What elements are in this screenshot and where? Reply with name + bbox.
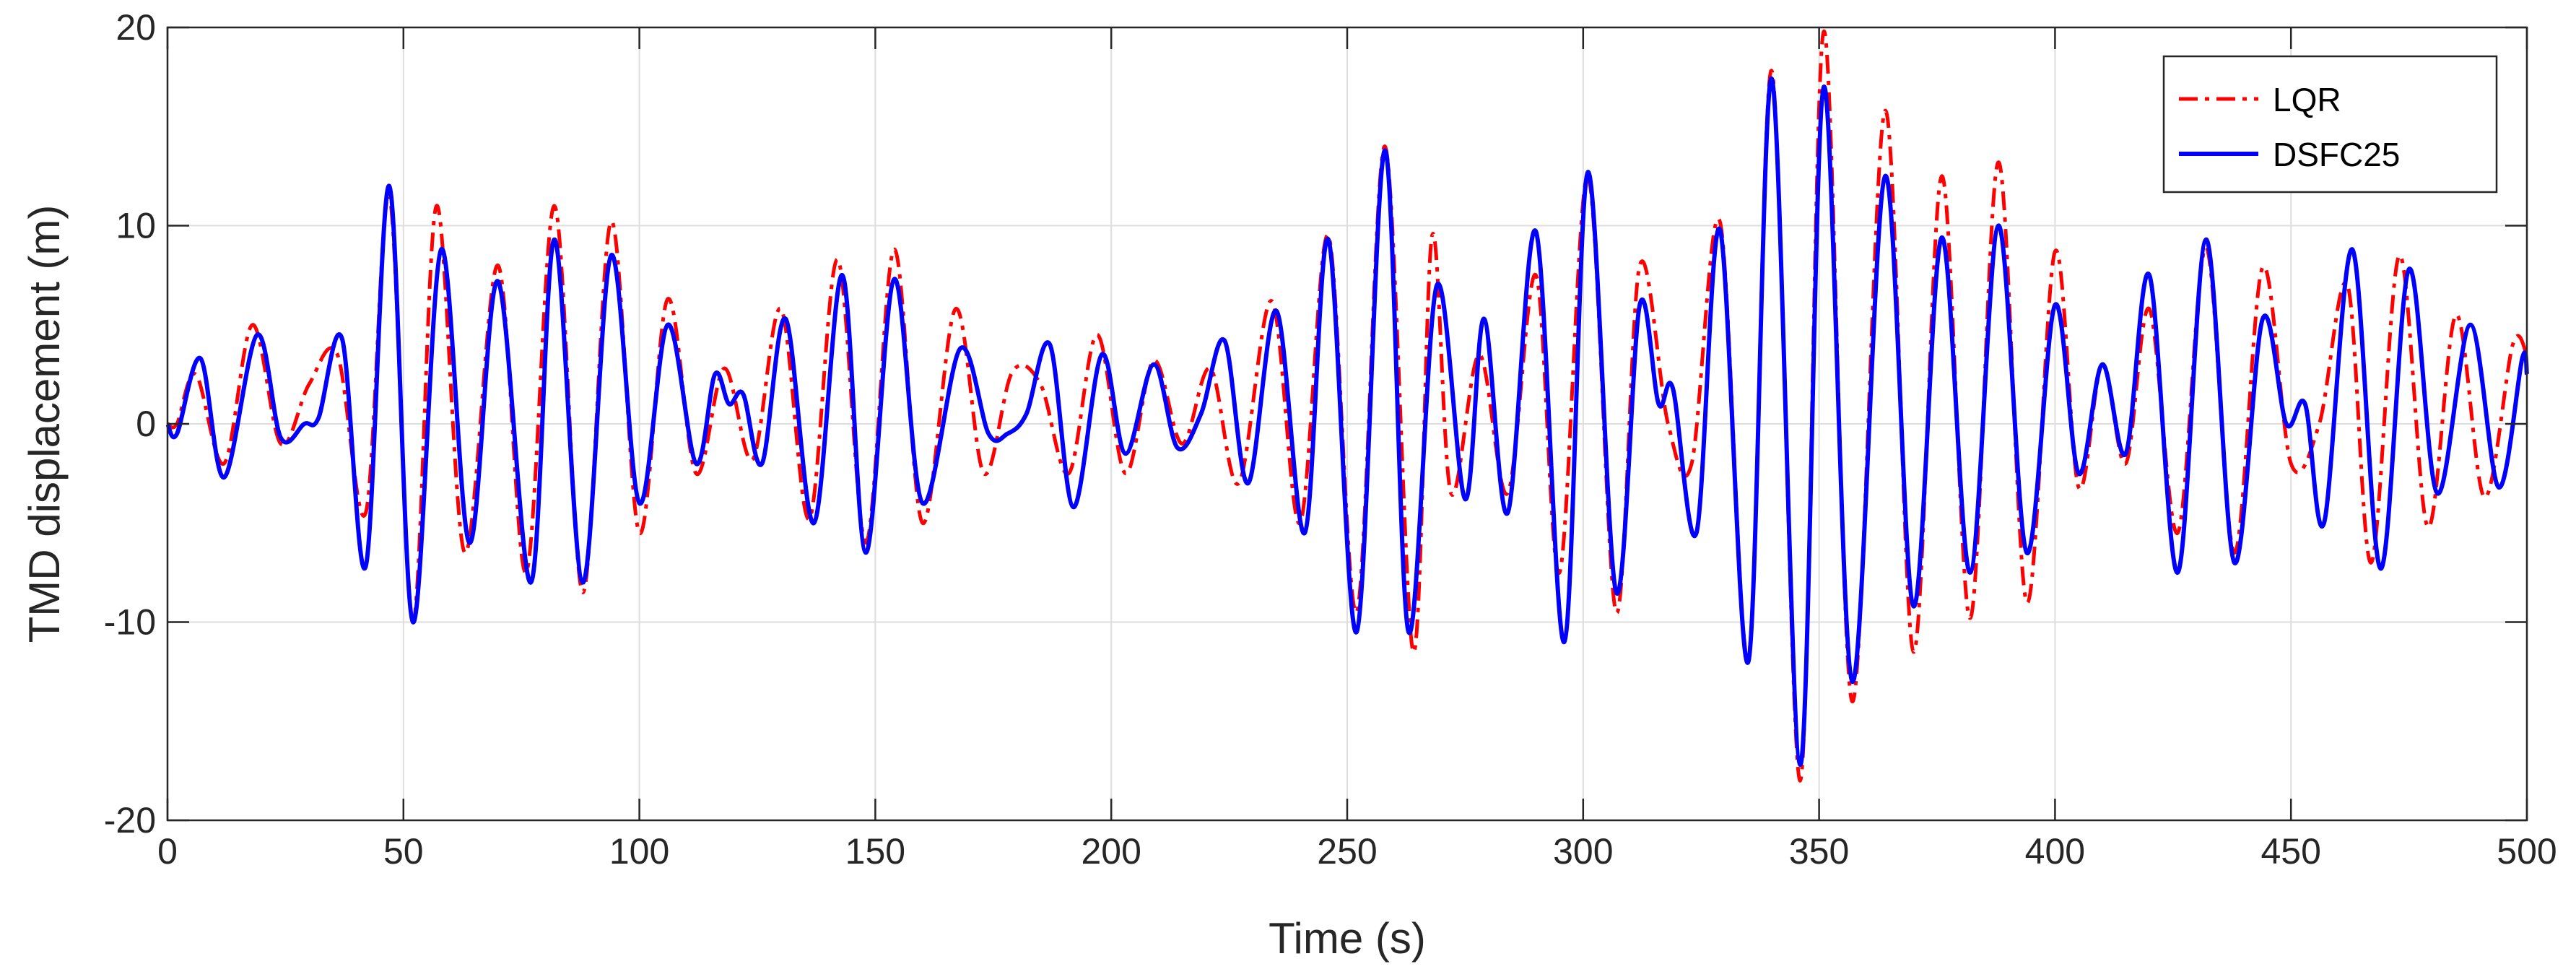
x-tick-label: 350	[1789, 831, 1849, 872]
x-tick-label: 500	[2497, 831, 2557, 872]
x-tick-label: 450	[2260, 831, 2320, 872]
y-tick-label: 10	[116, 206, 156, 246]
legend-label-lqr: LQR	[2273, 81, 2341, 118]
series-layer	[165, 29, 2529, 783]
y-tick-label: 0	[136, 404, 156, 444]
legend-label-dsfc25: DSFC25	[2273, 136, 2400, 173]
y-tick-label: 20	[116, 7, 156, 48]
y-axis-label: TMD displacement (m)	[20, 205, 69, 643]
x-tick-label: 150	[845, 831, 905, 872]
y-tick-labels: -20 -10 0 10 20	[104, 7, 156, 841]
x-tick-label: 400	[2025, 831, 2085, 872]
x-tick-label: 250	[1317, 831, 1377, 872]
y-tick-label: -20	[104, 800, 156, 841]
legend: LQR DSFC25	[2162, 55, 2498, 194]
series-line-dsfc25	[165, 77, 2529, 768]
x-tick-label: 100	[609, 831, 669, 872]
x-axis-label: Time (s)	[1269, 914, 1426, 963]
x-tick-labels: 0 50 100 150 200 250 300 350 400 450 500	[157, 831, 2557, 872]
x-tick-label: 0	[157, 831, 178, 872]
x-tick-label: 200	[1081, 831, 1141, 872]
legend-box	[2162, 55, 2498, 194]
ticks	[166, 26, 2528, 822]
x-tick-label: 300	[1553, 831, 1613, 872]
x-tick-label: 50	[383, 831, 424, 872]
y-tick-label: -10	[104, 602, 156, 643]
